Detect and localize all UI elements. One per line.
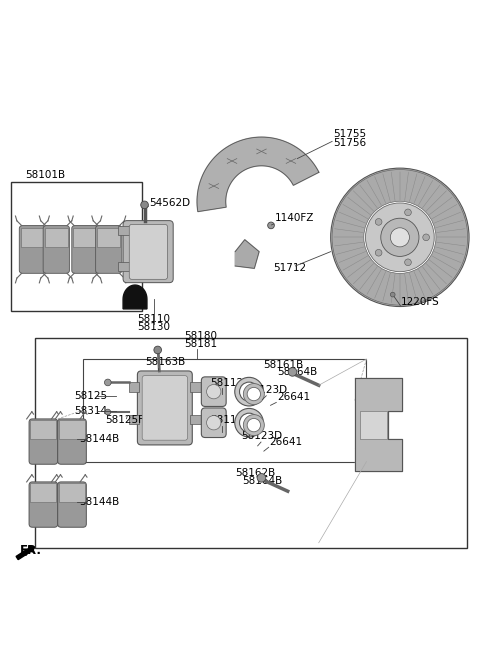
Circle shape (381, 218, 419, 256)
FancyBboxPatch shape (129, 224, 168, 279)
Text: 58161B: 58161B (263, 359, 303, 369)
Text: 58164B: 58164B (277, 367, 317, 377)
Text: 51755: 51755 (333, 129, 366, 140)
Text: 58123D: 58123D (241, 431, 283, 441)
FancyBboxPatch shape (201, 377, 226, 407)
Bar (59, 483, 85, 502)
FancyBboxPatch shape (29, 482, 58, 527)
Bar (129, 415, 139, 424)
Text: 58110: 58110 (137, 314, 170, 324)
FancyBboxPatch shape (123, 220, 173, 283)
FancyBboxPatch shape (43, 226, 70, 274)
Text: 26641: 26641 (270, 438, 303, 447)
Polygon shape (355, 378, 402, 471)
Circle shape (243, 384, 264, 405)
Bar (45, 228, 68, 247)
Circle shape (423, 234, 430, 241)
Circle shape (235, 377, 264, 406)
FancyBboxPatch shape (58, 419, 86, 464)
Circle shape (375, 249, 382, 256)
Circle shape (235, 409, 264, 437)
Text: 1140FZ: 1140FZ (275, 213, 314, 223)
Circle shape (257, 474, 266, 482)
Text: 26641: 26641 (277, 392, 311, 402)
Text: 58130: 58130 (137, 322, 170, 332)
Bar (360, 411, 386, 439)
Circle shape (206, 384, 221, 399)
Bar (35, 338, 467, 548)
Bar (191, 382, 201, 392)
FancyArrow shape (16, 546, 35, 560)
Circle shape (288, 367, 297, 376)
Circle shape (141, 201, 148, 209)
Text: 58180: 58180 (184, 331, 216, 341)
Bar (73, 228, 96, 247)
Text: 58125: 58125 (74, 391, 108, 401)
Text: 58181: 58181 (184, 339, 217, 349)
Circle shape (331, 168, 469, 306)
Circle shape (240, 413, 259, 432)
Bar (118, 226, 130, 235)
Circle shape (247, 387, 261, 401)
Text: 58163B: 58163B (145, 357, 186, 367)
Circle shape (390, 292, 395, 297)
FancyBboxPatch shape (96, 226, 122, 274)
Bar (31, 483, 56, 502)
Text: 58112: 58112 (210, 415, 243, 425)
Bar (11, 182, 142, 312)
FancyBboxPatch shape (137, 371, 192, 445)
Text: 58144B: 58144B (79, 497, 119, 506)
Circle shape (390, 228, 409, 247)
Circle shape (405, 209, 411, 216)
FancyBboxPatch shape (19, 226, 46, 274)
Text: 58101B: 58101B (25, 170, 65, 180)
FancyBboxPatch shape (72, 226, 98, 274)
Polygon shape (123, 285, 147, 309)
Text: 58162B: 58162B (235, 468, 276, 478)
Circle shape (243, 415, 264, 436)
Circle shape (364, 201, 436, 274)
Text: 1220FS: 1220FS (401, 297, 440, 307)
Bar (21, 228, 44, 247)
Bar (83, 359, 366, 462)
Text: 58112: 58112 (210, 378, 243, 388)
Circle shape (332, 169, 468, 305)
Text: 58314: 58314 (74, 406, 108, 416)
Bar (97, 228, 120, 247)
Text: 58144B: 58144B (79, 434, 119, 443)
Text: 58164B: 58164B (242, 476, 283, 487)
Bar (191, 415, 201, 424)
FancyBboxPatch shape (142, 376, 188, 440)
Polygon shape (235, 239, 259, 268)
Text: 58125F: 58125F (106, 415, 144, 424)
Circle shape (105, 379, 111, 386)
Circle shape (247, 419, 261, 432)
Text: 54562D: 54562D (149, 197, 191, 208)
FancyBboxPatch shape (58, 482, 86, 527)
FancyBboxPatch shape (201, 408, 226, 438)
Circle shape (375, 218, 382, 225)
Text: 51756: 51756 (333, 138, 366, 148)
Bar (59, 420, 85, 440)
Circle shape (405, 259, 411, 266)
Text: 51712: 51712 (274, 263, 307, 273)
Bar (129, 382, 139, 392)
Circle shape (105, 409, 111, 415)
Bar (31, 420, 56, 440)
Circle shape (206, 415, 221, 430)
Circle shape (240, 382, 259, 401)
Text: FR.: FR. (20, 544, 42, 557)
FancyBboxPatch shape (29, 419, 58, 464)
Circle shape (154, 346, 162, 354)
Circle shape (365, 203, 434, 272)
Bar (118, 262, 130, 271)
Polygon shape (197, 137, 319, 212)
Text: 58123D: 58123D (246, 385, 288, 395)
Circle shape (268, 222, 275, 229)
